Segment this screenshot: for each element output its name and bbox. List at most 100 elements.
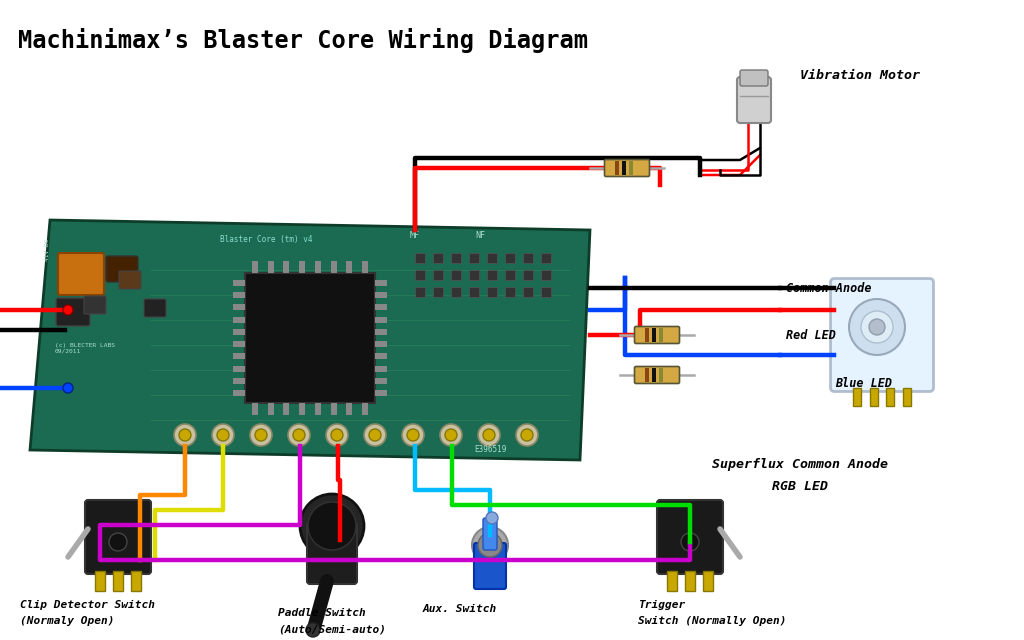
- FancyBboxPatch shape: [56, 298, 90, 326]
- Circle shape: [288, 424, 310, 446]
- Circle shape: [308, 502, 356, 550]
- Bar: [233, 353, 245, 359]
- Bar: [375, 353, 387, 359]
- Text: Paddle Switch: Paddle Switch: [278, 608, 366, 618]
- Bar: [469, 253, 479, 263]
- Circle shape: [486, 512, 498, 524]
- Bar: [233, 390, 245, 396]
- Bar: [523, 270, 534, 280]
- Bar: [487, 270, 497, 280]
- Text: RGB LED: RGB LED: [772, 480, 828, 493]
- Bar: [487, 287, 497, 297]
- Text: Aux. Switch: Aux. Switch: [423, 604, 497, 614]
- Bar: [375, 280, 387, 286]
- Circle shape: [331, 429, 343, 441]
- Bar: [314, 261, 321, 273]
- Circle shape: [407, 429, 419, 441]
- Text: Red LED: Red LED: [786, 328, 836, 342]
- Circle shape: [255, 429, 267, 441]
- Text: Trigger: Trigger: [638, 600, 685, 610]
- Bar: [487, 253, 497, 263]
- Polygon shape: [30, 220, 590, 460]
- Bar: [245, 273, 375, 403]
- Text: (c) BLECTER LABS
09/2011: (c) BLECTER LABS 09/2011: [55, 342, 115, 353]
- FancyBboxPatch shape: [85, 500, 151, 574]
- Circle shape: [364, 424, 386, 446]
- FancyBboxPatch shape: [635, 326, 680, 344]
- Bar: [703, 571, 713, 591]
- Bar: [629, 161, 633, 175]
- Text: (Normaly Open): (Normaly Open): [20, 616, 115, 626]
- Circle shape: [478, 533, 502, 557]
- Bar: [853, 387, 861, 406]
- Bar: [505, 287, 515, 297]
- Bar: [541, 270, 551, 280]
- Bar: [267, 261, 273, 273]
- Circle shape: [472, 527, 508, 563]
- Circle shape: [521, 429, 534, 441]
- Circle shape: [179, 429, 191, 441]
- Bar: [645, 368, 649, 382]
- Circle shape: [300, 494, 364, 558]
- Text: Blaster Core (tm) v4: Blaster Core (tm) v4: [220, 235, 312, 244]
- Bar: [346, 261, 352, 273]
- FancyBboxPatch shape: [737, 77, 771, 123]
- Circle shape: [306, 623, 319, 637]
- Bar: [375, 341, 387, 347]
- FancyBboxPatch shape: [635, 367, 680, 383]
- Bar: [284, 261, 290, 273]
- Bar: [375, 365, 387, 372]
- Text: E396519: E396519: [474, 445, 506, 454]
- FancyBboxPatch shape: [58, 253, 104, 295]
- Bar: [615, 161, 618, 175]
- FancyBboxPatch shape: [483, 518, 497, 550]
- Bar: [299, 403, 305, 415]
- Bar: [346, 403, 352, 415]
- Circle shape: [478, 424, 500, 446]
- Text: (Auto/Semi-auto): (Auto/Semi-auto): [278, 624, 386, 634]
- FancyBboxPatch shape: [830, 278, 934, 392]
- Bar: [252, 403, 258, 415]
- Bar: [267, 403, 273, 415]
- Circle shape: [369, 429, 381, 441]
- Bar: [362, 261, 368, 273]
- Bar: [252, 261, 258, 273]
- Bar: [505, 253, 515, 263]
- FancyBboxPatch shape: [740, 70, 768, 86]
- Bar: [652, 368, 656, 382]
- Bar: [233, 365, 245, 372]
- Bar: [541, 287, 551, 297]
- Bar: [375, 305, 387, 310]
- Circle shape: [109, 533, 127, 551]
- FancyBboxPatch shape: [119, 271, 141, 289]
- Bar: [362, 403, 368, 415]
- Circle shape: [402, 424, 424, 446]
- Bar: [233, 329, 245, 335]
- Bar: [375, 317, 387, 323]
- Bar: [433, 270, 443, 280]
- Bar: [314, 403, 321, 415]
- FancyBboxPatch shape: [106, 256, 138, 282]
- Bar: [415, 270, 425, 280]
- FancyBboxPatch shape: [84, 296, 106, 314]
- Text: 41V DC: 41V DC: [45, 239, 50, 261]
- Text: NF: NF: [475, 231, 485, 240]
- Text: Switch (Normally Open): Switch (Normally Open): [638, 616, 786, 626]
- Circle shape: [63, 305, 73, 315]
- Bar: [233, 378, 245, 384]
- Bar: [233, 280, 245, 286]
- Circle shape: [440, 424, 462, 446]
- Bar: [433, 253, 443, 263]
- Circle shape: [174, 424, 196, 446]
- Bar: [433, 287, 443, 297]
- Bar: [685, 571, 695, 591]
- Bar: [622, 161, 626, 175]
- Bar: [505, 270, 515, 280]
- FancyBboxPatch shape: [307, 523, 357, 584]
- Bar: [870, 387, 878, 406]
- Bar: [331, 261, 337, 273]
- Bar: [469, 270, 479, 280]
- Bar: [375, 329, 387, 335]
- Circle shape: [869, 319, 885, 335]
- Bar: [667, 571, 677, 591]
